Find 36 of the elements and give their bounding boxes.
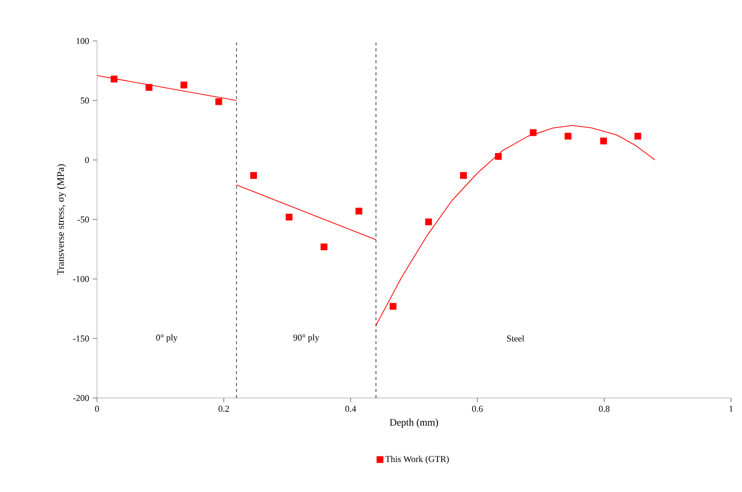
- point: [180, 82, 188, 88]
- point: [286, 214, 292, 220]
- annotation: 90° ply: [293, 334, 320, 342]
- point: [215, 98, 222, 106]
- x-tick-label: 0.2: [218, 406, 229, 412]
- x-tick-label: 0.6: [472, 406, 483, 412]
- y-tick-label: -100: [73, 276, 89, 282]
- point: [320, 243, 328, 250]
- point: [390, 302, 396, 310]
- x-tick-label: 1: [730, 406, 733, 412]
- point: [425, 218, 432, 226]
- x-axis-title: Depth (mm): [390, 418, 438, 428]
- legend-label: This Work (GTR): [385, 456, 449, 464]
- x-tick-label: 0.8: [598, 406, 610, 412]
- point: [530, 129, 537, 136]
- y-tick-label: 50: [80, 97, 89, 104]
- point: [460, 172, 467, 179]
- point: [250, 172, 257, 179]
- y-tick-label: 0: [85, 156, 89, 164]
- point: [355, 208, 362, 215]
- annotation: 0° ply: [156, 334, 178, 342]
- y-tick-label: -50: [78, 216, 89, 223]
- y-tick-label: 100: [76, 38, 89, 44]
- x-tick-label: 0: [95, 406, 99, 412]
- point: [634, 132, 642, 140]
- annotation: Steel: [507, 335, 524, 342]
- x-tick-label: 0.4: [345, 406, 356, 412]
- y-tick-label: -150: [73, 335, 89, 342]
- y-tick-label: -200: [73, 394, 89, 402]
- point: [494, 153, 502, 160]
- y-axis-title: Transverse stress, σy (MPa): [56, 164, 66, 275]
- line-series: [376, 125, 656, 326]
- point: [146, 84, 152, 91]
- point: [564, 132, 572, 140]
- point: [110, 76, 118, 82]
- point: [600, 138, 607, 144]
